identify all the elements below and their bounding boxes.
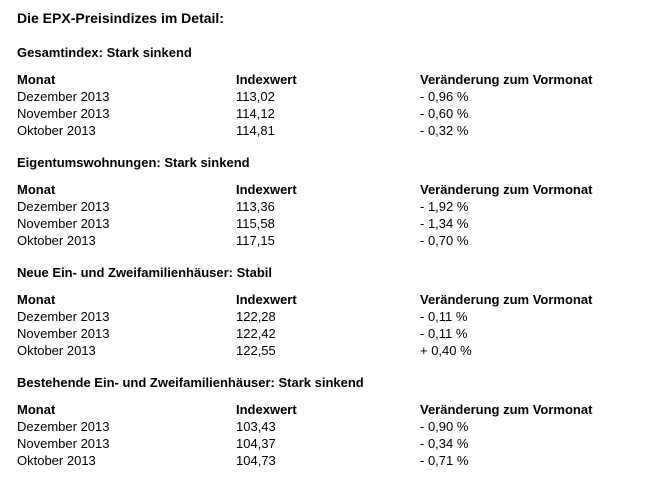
section-bestehende-haeuser: Bestehende Ein- und Zweifamilienhäuser: … (17, 374, 643, 469)
table-row: November 2013 104,37 - 0,34 % (17, 435, 643, 452)
column-header-indexwert: Indexwert (236, 402, 297, 417)
column-header-monat: Monat (17, 402, 56, 417)
cell-veraenderung: - 0,60 % (420, 106, 469, 121)
cell-indexwert: 115,58 (236, 216, 275, 231)
table-row: November 2013 122,42 - 0,11 % (17, 325, 643, 342)
cell-indexwert: 117,15 (236, 233, 275, 248)
section-heading-eigentumswohnungen: Eigentumswohnungen: Stark sinkend (17, 155, 250, 170)
cell-indexwert: 113,02 (236, 89, 275, 104)
cell-monat: November 2013 (17, 326, 110, 341)
column-header-indexwert: Indexwert (236, 72, 297, 87)
table-row: Oktober 2013 117,15 - 0,70 % (17, 232, 643, 249)
cell-veraenderung: - 0,32 % (420, 123, 469, 138)
neue-haeuser-table: Monat Indexwert Veränderung zum Vormonat… (17, 291, 643, 359)
cell-monat: Dezember 2013 (17, 309, 110, 324)
section-neue-haeuser: Neue Ein- und Zweifamilienhäuser: Stabil… (17, 264, 643, 359)
gesamtindex-table: Monat Indexwert Veränderung zum Vormonat… (17, 71, 643, 139)
cell-monat: Oktober 2013 (17, 343, 96, 358)
section-gesamtindex: Gesamtindex: Stark sinkend Monat Indexwe… (17, 44, 643, 139)
cell-monat: Oktober 2013 (17, 123, 96, 138)
table-row: Oktober 2013 122,55 + 0,40 % (17, 342, 643, 359)
column-header-monat: Monat (17, 72, 56, 87)
column-header-veraenderung: Veränderung zum Vormonat (420, 72, 593, 87)
cell-veraenderung: - 0,71 % (420, 453, 469, 468)
cell-monat: November 2013 (17, 436, 110, 451)
cell-veraenderung: - 0,34 % (420, 436, 469, 451)
section-heading-gesamtindex: Gesamtindex: Stark sinkend (17, 45, 192, 60)
cell-monat: Oktober 2013 (17, 233, 96, 248)
section-eigentumswohnungen: Eigentumswohnungen: Stark sinkend Monat … (17, 154, 643, 249)
cell-monat: November 2013 (17, 106, 110, 121)
cell-indexwert: 114,81 (236, 123, 275, 138)
cell-indexwert: 122,28 (236, 309, 276, 324)
bestehende-haeuser-table: Monat Indexwert Veränderung zum Vormonat… (17, 401, 643, 469)
table-header-row: Monat Indexwert Veränderung zum Vormonat (17, 181, 643, 198)
cell-veraenderung: - 0,96 % (420, 89, 469, 104)
table-row: Oktober 2013 114,81 - 0,32 % (17, 122, 643, 139)
cell-indexwert: 122,42 (236, 326, 276, 341)
page-title: Die EPX-Preisindizes im Detail: (17, 10, 224, 26)
column-header-monat: Monat (17, 182, 56, 197)
table-row: November 2013 115,58 - 1,34 % (17, 215, 643, 232)
section-heading-neue-haeuser: Neue Ein- und Zweifamilienhäuser: Stabil (17, 265, 272, 280)
cell-monat: Dezember 2013 (17, 89, 110, 104)
table-row: Dezember 2013 113,36 - 1,92 % (17, 198, 643, 215)
table-row: Dezember 2013 113,02 - 0,96 % (17, 88, 643, 105)
column-header-indexwert: Indexwert (236, 292, 297, 307)
cell-monat: November 2013 (17, 216, 110, 231)
column-header-monat: Monat (17, 292, 56, 307)
cell-veraenderung: - 1,34 % (420, 216, 469, 231)
cell-indexwert: 114,12 (236, 106, 275, 121)
column-header-indexwert: Indexwert (236, 182, 297, 197)
cell-veraenderung: - 0,90 % (420, 419, 469, 434)
table-header-row: Monat Indexwert Veränderung zum Vormonat (17, 401, 643, 418)
column-header-veraenderung: Veränderung zum Vormonat (420, 182, 593, 197)
cell-veraenderung: - 0,11 % (420, 326, 468, 341)
table-row: November 2013 114,12 - 0,60 % (17, 105, 643, 122)
cell-indexwert: 113,36 (236, 199, 275, 214)
table-header-row: Monat Indexwert Veränderung zum Vormonat (17, 291, 643, 308)
cell-indexwert: 122,55 (236, 343, 276, 358)
table-row: Dezember 2013 122,28 - 0,11 % (17, 308, 643, 325)
eigentumswohnungen-table: Monat Indexwert Veränderung zum Vormonat… (17, 181, 643, 249)
table-header-row: Monat Indexwert Veränderung zum Vormonat (17, 71, 643, 88)
section-heading-bestehende-haeuser: Bestehende Ein- und Zweifamilienhäuser: … (17, 375, 364, 390)
cell-monat: Dezember 2013 (17, 419, 110, 434)
cell-indexwert: 103,43 (236, 419, 276, 434)
cell-monat: Oktober 2013 (17, 453, 96, 468)
table-row: Dezember 2013 103,43 - 0,90 % (17, 418, 643, 435)
cell-indexwert: 104,37 (236, 436, 276, 451)
column-header-veraenderung: Veränderung zum Vormonat (420, 402, 593, 417)
cell-veraenderung: + 0,40 % (420, 343, 472, 358)
cell-veraenderung: - 1,92 % (420, 199, 469, 214)
column-header-veraenderung: Veränderung zum Vormonat (420, 292, 593, 307)
cell-veraenderung: - 0,11 % (420, 309, 468, 324)
cell-veraenderung: - 0,70 % (420, 233, 469, 248)
cell-monat: Dezember 2013 (17, 199, 110, 214)
cell-indexwert: 104,73 (236, 453, 276, 468)
table-row: Oktober 2013 104,73 - 0,71 % (17, 452, 643, 469)
